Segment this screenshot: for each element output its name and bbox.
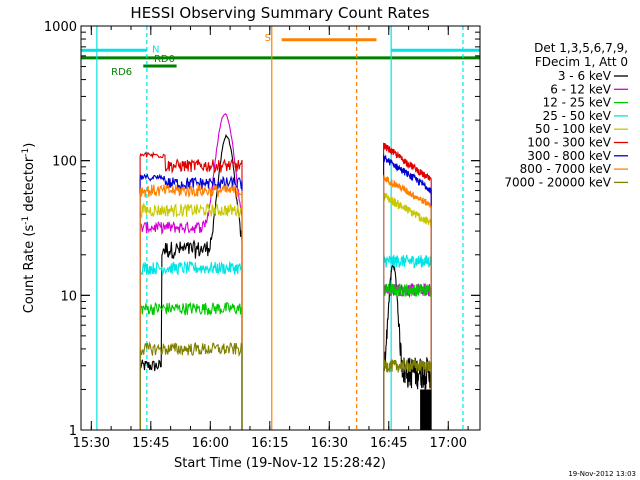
legend-label-100-300-kev: 100 - 300 keV <box>527 136 611 150</box>
y-axis-label: Count Rate (s-1 detector-1) <box>21 143 37 314</box>
series-line-12-25-kev-seg2 <box>383 282 432 430</box>
x-tick-label: 16:45 <box>370 436 407 451</box>
series-line-800-7000-kev-seg1 <box>139 184 243 430</box>
legend-label-300-800-kev: 300 - 800 keV <box>527 149 611 163</box>
x-tick-label: 16:00 <box>192 436 229 451</box>
series-line-7000-20000-kev-seg2 <box>383 358 432 430</box>
legend-label-800-7000-kev: 800 - 7000 keV <box>520 162 612 176</box>
legend-label-6-12-kev: 6 - 12 keV <box>550 82 612 96</box>
bar-label-rd0: RD0 <box>154 54 175 65</box>
series-line-50-100-kev-seg1 <box>139 202 243 430</box>
series-line-100-300-kev-seg1 <box>139 150 243 430</box>
x-tick-label: 17:00 <box>430 436 467 451</box>
x-tick-label: 16:30 <box>311 436 348 451</box>
bar-label-s: S <box>265 33 271 44</box>
legend-label-12-25-kev: 12 - 25 keV <box>543 96 612 110</box>
low-energy-saturation-block <box>420 389 432 430</box>
x-tick-label: 15:45 <box>132 436 169 451</box>
legend-header-line-1: Det 1,3,5,6,7,9, <box>534 41 628 55</box>
series-line-800-7000-kev-seg2 <box>383 174 432 430</box>
series-line-25-50-kev-seg2 <box>383 254 432 430</box>
series-line-7000-20000-kev-seg1 <box>139 341 243 430</box>
plot-frame <box>80 25 481 431</box>
chart-title: HESSI Observing Summary Count Rates <box>130 4 429 22</box>
legend-label-50-100-kev: 50 - 100 keV <box>535 122 612 136</box>
y-tick-label: 100 <box>52 155 77 170</box>
x-axis-label: Start Time (19-Nov-12 15:28:42) <box>174 456 386 471</box>
series-line-25-50-kev-seg1 <box>139 260 243 430</box>
legend-header-line-2: FDecim 1, Att 0 <box>535 55 628 69</box>
y-tick-label: 1000 <box>44 20 77 35</box>
series-line-3-6-kev-seg2 <box>383 264 432 430</box>
bar-label-n: N <box>152 44 159 55</box>
legend-label-3-6-kev: 3 - 6 keV <box>558 69 612 83</box>
axes: 1 10 100 1000 15:30 15:45 16:00 16:15 16:30 16:45… <box>44 20 481 451</box>
legend-label-25-50-kev: 25 - 50 keV <box>543 109 612 123</box>
legend-label-7000-20000-kev: 7000 - 20000 keV <box>504 175 611 189</box>
series-line-3-6-kev-seg1 <box>139 133 243 430</box>
series-line-50-100-kev-seg2 <box>383 192 432 430</box>
x-tick-label: 16:15 <box>251 436 288 451</box>
series-line-12-25-kev-seg1 <box>139 301 243 430</box>
series-line-300-800-kev-seg2 <box>383 154 432 430</box>
series-line-100-300-kev-seg2 <box>383 142 432 430</box>
y-tick-label: 10 <box>60 289 77 304</box>
x-tick-label: 15:30 <box>73 436 110 451</box>
bar-label-rd6: RD6 <box>111 67 132 78</box>
footer-date: 19-Nov-2012 13:03 <box>568 470 636 478</box>
series-line-6-12-kev-seg1 <box>139 112 243 430</box>
y-tick-label: 1 <box>69 424 77 439</box>
